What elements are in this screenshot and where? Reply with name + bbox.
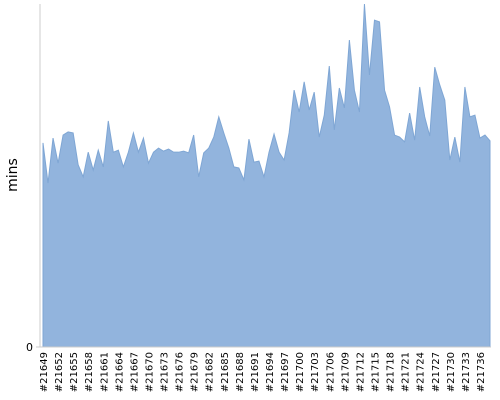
x-tick-label: #21670	[144, 352, 155, 392]
x-tick-label: #21730	[446, 352, 457, 392]
x-tick-label: #21700	[295, 352, 306, 392]
x-tick-label: #21703	[310, 352, 321, 392]
x-tick-label: #21682	[205, 352, 216, 392]
x-tick-label: #21676	[175, 352, 186, 392]
x-tick-label: #21655	[69, 352, 80, 392]
x-tick-label: #21658	[84, 352, 95, 392]
x-tick-label: #21706	[325, 352, 336, 392]
x-tick-label: #21649	[39, 352, 50, 392]
x-tick-label: #21664	[114, 352, 125, 392]
x-tick-label: #21697	[280, 352, 291, 392]
x-tick-label: #21673	[160, 352, 171, 392]
x-tick-label: #21685	[220, 352, 231, 392]
x-tick-label: #21694	[265, 352, 276, 392]
x-tick-label: #21721	[401, 352, 412, 392]
y-axis-label: mins	[5, 158, 21, 192]
x-tick-label: #21652	[54, 352, 65, 392]
x-tick-label: #21688	[235, 352, 246, 392]
x-tick-label: #21679	[190, 352, 201, 392]
x-tick-label: #21727	[431, 352, 442, 392]
x-tick-label: #21661	[99, 352, 110, 392]
x-tick-label: #21724	[416, 352, 427, 392]
x-tick-label: #21691	[250, 352, 261, 392]
x-tick-label: #21733	[461, 352, 472, 392]
x-tick-label: #21667	[129, 352, 140, 392]
area	[42, 3, 491, 348]
x-tick-label: #21715	[370, 352, 381, 392]
x-tick-label: #21736	[476, 352, 487, 392]
y-tick-label: 0	[26, 341, 33, 354]
x-tick-label: #21718	[386, 352, 397, 392]
x-tick-label: #21709	[340, 352, 351, 392]
x-tick-label: #21712	[355, 352, 366, 392]
